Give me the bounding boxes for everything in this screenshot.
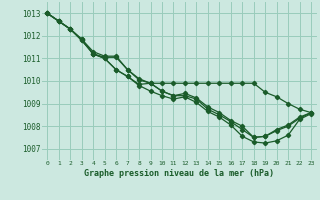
X-axis label: Graphe pression niveau de la mer (hPa): Graphe pression niveau de la mer (hPa) xyxy=(84,169,274,178)
